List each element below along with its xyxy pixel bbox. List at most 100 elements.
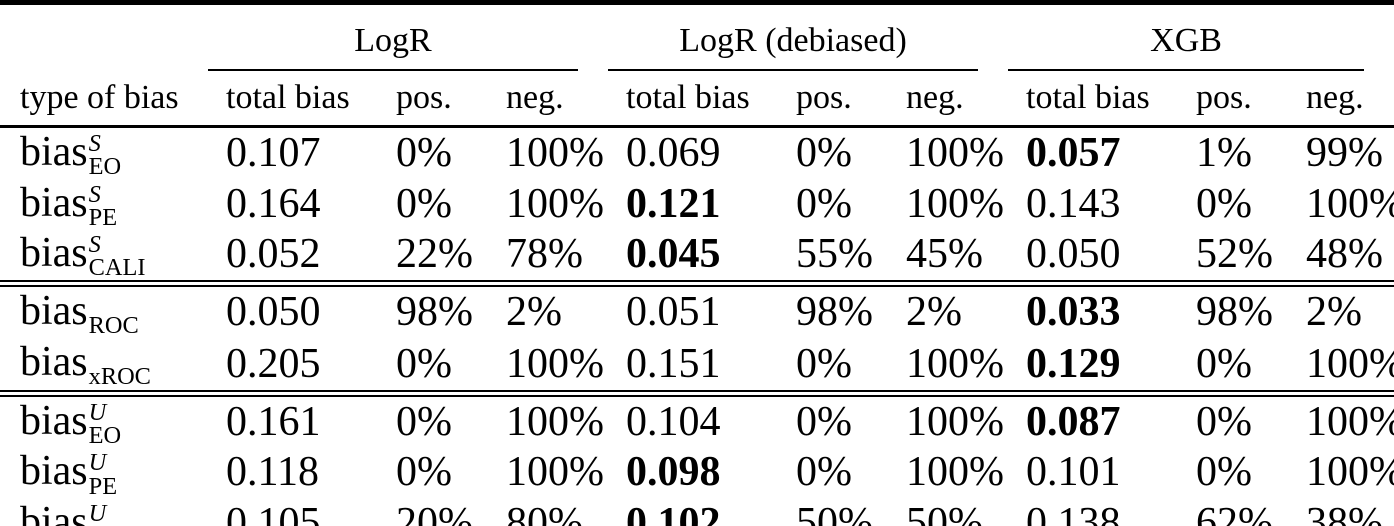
cell-xgb-total-bias: 0.050: [1026, 231, 1121, 278]
cell-logr-total-bias: 0.105: [226, 499, 321, 526]
bias-superscript: S: [88, 130, 101, 158]
bias-label: bias S PE: [20, 182, 117, 230]
bias-label-base: bias: [20, 448, 88, 495]
col-header-xgb-pos: pos.: [1196, 79, 1252, 116]
cell-logr-pos: 22%: [396, 231, 473, 278]
cell-logr-neg: 100%: [506, 398, 604, 445]
col-header-debiased-total-bias: total bias: [626, 79, 750, 116]
bias-label-scripts: S CALI: [88, 231, 146, 282]
group-header-logr-debiased: LogR (debiased): [608, 3, 1008, 71]
bias-label-scripts: U EO: [88, 398, 122, 450]
row-label-cell: bias S CALI: [0, 229, 208, 283]
column-header-row: type of bias total bias pos. neg. total …: [0, 71, 1394, 127]
cell-logr-total-bias: 0.050: [226, 289, 321, 336]
cell-xgb-neg: 38%: [1306, 499, 1384, 526]
bias-label: biasUCALI: [20, 501, 146, 526]
bias-superscript: U: [88, 499, 107, 526]
cell-xgb-pos: 0%: [1196, 340, 1253, 387]
cell-xgb-total-bias: 0.129: [1026, 340, 1121, 387]
bias-label: bias U PE: [20, 450, 117, 498]
bias-label: biasxROC: [20, 341, 151, 390]
section-u-bias: bias U EO 0.161 0% 100% 0.104 0% 100% 0.08…: [0, 393, 1394, 526]
bias-label-base: bias: [20, 287, 88, 334]
cell-logr-neg: 78%: [506, 231, 583, 278]
cell-debiased-pos: 0%: [796, 130, 853, 177]
col-header-logr-total-bias: total bias: [226, 79, 350, 116]
cell-debiased-pos: 55%: [796, 231, 874, 278]
cell-xgb-pos: 1%: [1196, 130, 1253, 177]
row-label-cell: bias U PE: [0, 447, 208, 498]
cell-logr-total-bias: 0.164: [226, 180, 321, 227]
cell-logr-total-bias: 0.118: [226, 449, 319, 496]
cell-debiased-total-bias: 0.069: [626, 130, 721, 177]
cell-debiased-total-bias: 0.102: [626, 499, 721, 526]
cell-logr-neg: 100%: [506, 340, 604, 387]
cell-debiased-pos: 50%: [796, 499, 874, 526]
cell-debiased-pos: 0%: [796, 449, 853, 496]
bias-superscript: S: [88, 180, 101, 208]
col-header-logr-pos: pos.: [396, 79, 452, 116]
cell-xgb-total-bias: 0.143: [1026, 180, 1121, 227]
table-row-bias-roc: biasROC 0.050 98% 2% 0.051 98% 2% 0.033 …: [0, 283, 1394, 338]
cell-xgb-total-bias: 0.101: [1026, 449, 1121, 496]
cell-xgb-pos: 0%: [1196, 180, 1253, 227]
table-row-bias-s-pe: bias S PE 0.164 0% 100% 0.121 0% 100% 0.14…: [0, 179, 1394, 230]
cell-logr-pos: 0%: [396, 130, 452, 177]
cell-xgb-neg: 100%: [1306, 340, 1394, 387]
row-label-cell: biasxROC: [0, 338, 208, 393]
cell-xgb-neg: 100%: [1306, 180, 1394, 227]
cell-xgb-pos: 62%: [1196, 499, 1274, 526]
bias-label: biasROC: [20, 290, 139, 339]
cell-debiased-total-bias: 0.051: [626, 289, 721, 336]
cell-xgb-pos: 98%: [1196, 289, 1274, 336]
cell-debiased-neg: 100%: [906, 398, 1005, 445]
bias-subscript: PE: [88, 472, 118, 500]
bias-label: bias U EO: [20, 400, 121, 448]
bias-label-scripts: U PE: [88, 449, 118, 500]
bias-label: bias S EO: [20, 131, 121, 179]
cell-logr-pos: 0%: [396, 449, 452, 496]
col-header-type-of-bias: type of bias: [20, 79, 179, 116]
col-header-xgb-neg: neg.: [1306, 79, 1364, 116]
cell-debiased-neg: 100%: [906, 340, 1005, 387]
bias-superscript: S: [88, 231, 101, 259]
bias-label-base: bias: [20, 230, 88, 276]
cell-logr-total-bias: 0.161: [226, 398, 321, 445]
bias-subscript: EO: [88, 422, 122, 450]
table-row-bias-u-pe: bias U PE 0.118 0% 100% 0.098 0% 100% 0.10…: [0, 447, 1394, 498]
cell-logr-pos: 0%: [396, 180, 452, 227]
bias-subscript: CALI: [88, 254, 146, 282]
col-header-debiased-neg: neg.: [906, 79, 964, 116]
cell-debiased-total-bias: 0.098: [626, 449, 721, 496]
row-label-cell: biasROC: [0, 283, 208, 338]
cell-logr-neg: 2%: [506, 289, 562, 336]
cell-logr-pos: 20%: [396, 499, 473, 526]
cell-debiased-neg: 45%: [906, 231, 984, 278]
cell-debiased-pos: 0%: [796, 340, 853, 387]
cell-debiased-total-bias: 0.121: [626, 180, 721, 227]
table-header: LogR LogR (debiased) XGB type of bias to…: [0, 3, 1394, 127]
cell-xgb-neg: 100%: [1306, 449, 1394, 496]
row-label-cell: biasUCALI: [0, 498, 208, 526]
bias-label-base: bias: [20, 129, 88, 175]
row-label-cell: bias S PE: [0, 179, 208, 230]
bias-superscript: U: [88, 398, 107, 426]
cell-debiased-pos: 0%: [796, 180, 853, 227]
bias-subscript: CALI: [89, 524, 146, 526]
table-row-bias-u-cali: biasUCALI 0.105 20% 80% 0.102 50% 50% 0.…: [0, 498, 1394, 526]
cell-xgb-neg: 100%: [1306, 398, 1394, 445]
cell-xgb-pos: 0%: [1196, 398, 1253, 445]
cell-xgb-total-bias: 0.057: [1026, 130, 1121, 177]
bias-label-base: bias: [20, 397, 88, 444]
cell-debiased-total-bias: 0.151: [626, 340, 721, 387]
bias-label-scripts: S EO: [88, 130, 121, 179]
cell-xgb-total-bias: 0.033: [1026, 289, 1121, 336]
cell-xgb-total-bias: 0.138: [1026, 499, 1121, 526]
bias-label-base: bias: [20, 179, 88, 226]
cell-logr-neg: 100%: [506, 130, 604, 177]
cell-logr-total-bias: 0.052: [226, 231, 321, 278]
cell-logr-total-bias: 0.107: [226, 130, 321, 177]
bias-superscript: U: [88, 449, 107, 477]
bias-label-scripts: S PE: [88, 180, 117, 230]
cell-xgb-pos: 0%: [1196, 449, 1253, 496]
